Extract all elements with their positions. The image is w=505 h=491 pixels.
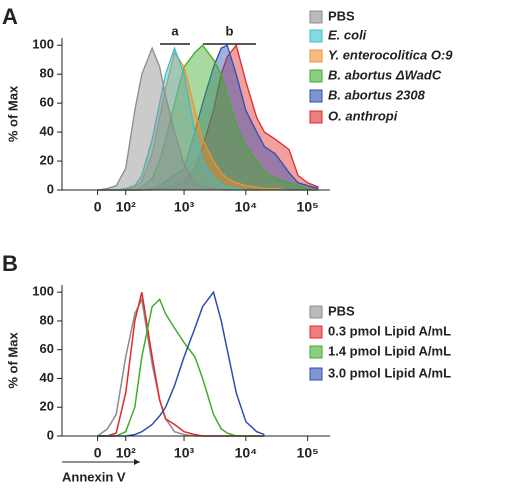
legend-swatch	[309, 345, 323, 359]
legend-label: E. coli	[328, 27, 367, 42]
y-tick-label: 100	[32, 284, 54, 299]
y-tick-label: 20	[40, 399, 54, 414]
line	[97, 290, 265, 437]
area-fill	[97, 52, 319, 190]
x-axis-label: Annexin V	[62, 469, 126, 484]
y-tick-label: 100	[32, 37, 54, 52]
area-fill	[97, 48, 319, 191]
legend-swatch	[309, 367, 323, 381]
legend-swatch	[309, 49, 323, 63]
legend-label: O. anthropi	[328, 108, 398, 123]
legend-swatch	[309, 69, 323, 83]
annotation: b	[226, 23, 234, 38]
y-tick-label: 80	[40, 312, 54, 327]
x-tick-label: 10⁴	[235, 445, 258, 461]
x-tick-label: 10²	[116, 445, 137, 461]
x-tick-label: 10⁵	[297, 445, 319, 461]
legend-label: 1.4 pmol Lipid A/mL	[328, 343, 451, 358]
legend-label: Y. enterocolitica O:9	[328, 47, 453, 62]
x-tick-label: 10⁴	[235, 199, 258, 215]
area-fill	[97, 48, 319, 191]
y-tick-label: 60	[40, 341, 54, 356]
y-axis-label: % of Max	[5, 85, 20, 142]
y-tick-label: 0	[47, 427, 54, 442]
y-tick-label: 20	[40, 152, 54, 167]
y-axis-label: % of Max	[5, 332, 20, 389]
x-tick-label: 0	[94, 445, 102, 461]
area-line	[97, 50, 319, 191]
x-tick-label: 10³	[174, 199, 195, 215]
area-fill	[97, 45, 319, 190]
legend-swatch	[309, 110, 323, 124]
legend-swatch	[309, 305, 323, 319]
area-fill	[97, 45, 319, 190]
panel-label: A	[2, 4, 18, 29]
x-tick-label: 10²	[116, 199, 137, 215]
y-tick-label: 60	[40, 95, 54, 110]
legend-swatch	[309, 325, 323, 339]
x-tick-label: 10⁵	[297, 199, 319, 215]
legend-label: PBS	[328, 8, 355, 23]
arrow-head	[134, 459, 140, 465]
panel-label: B	[2, 251, 18, 276]
legend-label: B. abortus 2308	[328, 87, 426, 102]
legend-swatch	[309, 10, 323, 24]
y-tick-label: 40	[40, 124, 54, 139]
legend-label: B. abortus ΔWadC	[328, 67, 442, 82]
annotation: a	[171, 23, 179, 38]
y-tick-label: 0	[47, 181, 54, 196]
x-tick-label: 0	[94, 199, 102, 215]
y-tick-label: 40	[40, 370, 54, 385]
area-fill	[97, 45, 319, 190]
legend-swatch	[309, 29, 323, 43]
legend-label: PBS	[328, 303, 355, 318]
legend-label: 0.3 pmol Lipid A/mL	[328, 323, 451, 338]
y-tick-label: 80	[40, 66, 54, 81]
x-tick-label: 10³	[174, 445, 195, 461]
legend-swatch	[309, 89, 323, 103]
legend-label: 3.0 pmol Lipid A/mL	[328, 365, 451, 380]
